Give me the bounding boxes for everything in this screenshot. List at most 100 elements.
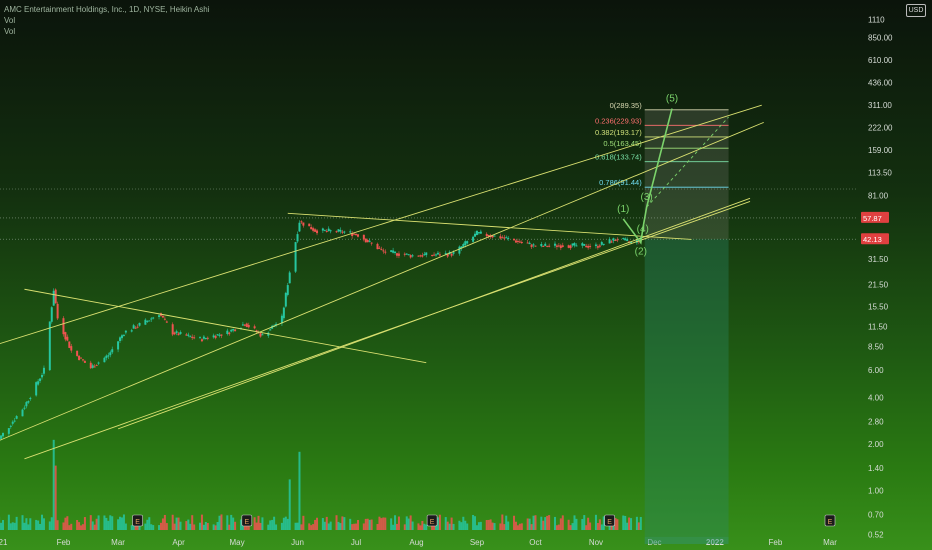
candle-body [612, 238, 615, 241]
volume-bar [624, 515, 627, 530]
volume-bar [458, 520, 461, 530]
time-tick-label: Feb [57, 538, 71, 547]
volume-bar [407, 518, 410, 530]
price-tick-label: 2.80 [868, 417, 884, 426]
price-tick-label: 0.52 [868, 530, 884, 539]
candle-body [405, 253, 408, 255]
candle-body [206, 337, 209, 339]
candle-body [466, 241, 469, 244]
volume-bar [479, 521, 482, 530]
volume-bar [475, 525, 478, 530]
candle-body [93, 366, 96, 368]
volume-bar [452, 523, 455, 530]
volume-bar [474, 516, 477, 530]
fib-level-label: 0.5(163.45) [603, 139, 642, 148]
candle-body [119, 337, 122, 341]
candle-body [97, 362, 100, 364]
volume-bar [11, 522, 14, 530]
candle-body [302, 222, 305, 226]
volume-bar [561, 515, 564, 530]
volume-bar [559, 518, 562, 530]
candle-body [614, 240, 617, 242]
volume-bar [109, 515, 112, 530]
volume-bar [107, 520, 110, 530]
candle-body [54, 289, 57, 304]
volume-bar [105, 517, 108, 530]
candle-body [411, 255, 414, 257]
price-tick-label: 0.70 [868, 510, 884, 519]
candle-body [52, 290, 55, 306]
candle-body [241, 324, 244, 326]
volume-bar [339, 523, 342, 530]
candle-body [323, 229, 326, 231]
candle-body [553, 243, 556, 246]
volume-bar [144, 523, 147, 530]
candle-body [475, 230, 478, 236]
candle-body [48, 321, 51, 371]
candle-body [202, 336, 205, 339]
candle-body [452, 252, 455, 254]
currency-badge[interactable]: USD [906, 4, 926, 17]
volume-bar [598, 519, 601, 530]
volume-bar [159, 522, 162, 530]
volume-bar [204, 521, 207, 530]
candle-body [356, 234, 359, 237]
candle-body [362, 234, 365, 240]
candle-body [173, 332, 176, 335]
price-tick-label: 610.00 [868, 56, 893, 65]
volume-bar [353, 523, 356, 530]
candle-body [158, 315, 161, 318]
candle-body [600, 242, 603, 245]
candle-body [557, 245, 560, 247]
candle-body [409, 255, 412, 258]
candle-body [589, 245, 592, 247]
candle-body [27, 401, 30, 403]
volume-bar [530, 524, 533, 530]
volume-bar [119, 516, 122, 530]
candle-body [624, 238, 627, 241]
earnings-badge [241, 514, 253, 527]
fib-level-label: 0(289.35) [610, 101, 643, 110]
volume-bar [253, 517, 256, 530]
fib-zone [644, 109, 729, 240]
earnings-badge [426, 514, 438, 527]
fib-level-label: 0.618(133.74) [595, 153, 642, 162]
candle-body [516, 240, 519, 242]
candle-body [528, 242, 531, 245]
candle-body [567, 245, 570, 248]
candle-body [25, 402, 28, 407]
candle-body [559, 245, 562, 249]
volume-bar [622, 515, 625, 530]
volume-bar [423, 523, 426, 530]
candle-body [120, 335, 123, 339]
volume-bar [587, 517, 590, 530]
candle-body [349, 231, 352, 233]
earnings-badge [132, 514, 143, 527]
volume-bar [214, 525, 217, 530]
volume-bar [364, 518, 367, 530]
volume-bar [66, 516, 69, 530]
volume-bar [165, 523, 168, 530]
volume-bar [218, 515, 221, 530]
price-tick-label: 81.00 [868, 191, 889, 200]
candle-body [395, 253, 398, 256]
volume-bar [341, 516, 344, 530]
volume-bar [448, 523, 451, 530]
candle-body [7, 428, 10, 434]
price-tick-label: 31.50 [868, 255, 889, 264]
volume-bar [501, 514, 504, 530]
wave-projection-path [622, 108, 673, 245]
candle-body [546, 245, 549, 247]
candle-body [78, 355, 81, 360]
volume-bar [409, 515, 412, 530]
candle-body [187, 334, 190, 336]
volume-bar [27, 524, 30, 530]
candle-body [425, 252, 428, 256]
volume-bar [321, 518, 324, 530]
volume-indicator-label-2[interactable]: Vol [4, 27, 16, 36]
volume-bar [286, 518, 289, 530]
symbol-title[interactable]: AMC Entertainment Holdings, Inc., 1D, NY… [4, 5, 210, 14]
volume-indicator-label[interactable]: Vol [4, 16, 16, 25]
volume-bar [25, 518, 28, 530]
